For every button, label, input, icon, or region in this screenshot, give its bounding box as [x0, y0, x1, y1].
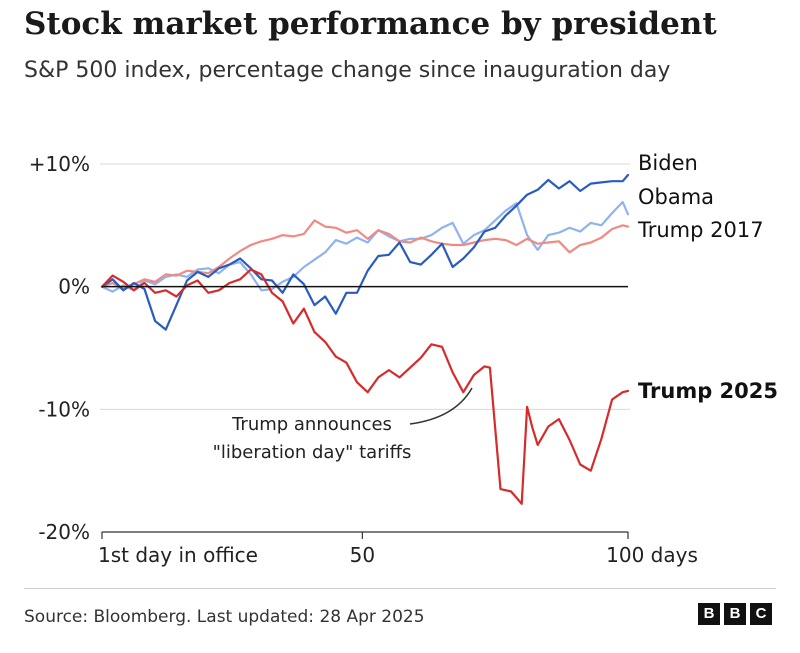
- line-chart: +10% 0% -10% -20% 1st day in office 50 100 day…: [29, 151, 778, 567]
- bbc-logo: B B C: [698, 603, 772, 625]
- series-line-biden: [100, 173, 630, 331]
- y-tick-label: -20%: [38, 520, 90, 544]
- annotation-line-2: "liberation day" tariffs: [213, 442, 412, 463]
- series-line-obama: [100, 200, 630, 293]
- x-tick-label: 1st day in office: [98, 543, 258, 567]
- series-line-trump2025: [100, 268, 630, 505]
- logo-letter: C: [750, 603, 772, 625]
- series-label-biden: Biden: [638, 151, 698, 175]
- series-label-trump2017: Trump 2017: [637, 218, 764, 242]
- annotation-pointer: [409, 387, 473, 425]
- series-label-trump2025: Trump 2025: [638, 379, 778, 403]
- logo-letter: B: [724, 603, 746, 625]
- y-tick-label: -10%: [38, 397, 90, 421]
- y-tick-label: +10%: [29, 152, 90, 176]
- series-line-trump2017: [100, 219, 630, 291]
- annotation-line-1: Trump announces: [231, 414, 392, 435]
- logo-letter: B: [698, 603, 720, 625]
- footer-divider: [24, 588, 776, 589]
- chart-subtitle: S&P 500 index, percentage change since i…: [24, 58, 671, 83]
- x-tick-label: 100 days: [606, 543, 698, 567]
- series-label-obama: Obama: [638, 185, 714, 209]
- y-tick-label: 0%: [58, 275, 90, 299]
- x-tick-label: 50: [350, 543, 375, 567]
- source-note: Source: Bloomberg. Last updated: 28 Apr …: [24, 607, 425, 627]
- chart-title: Stock market performance by president: [24, 6, 717, 42]
